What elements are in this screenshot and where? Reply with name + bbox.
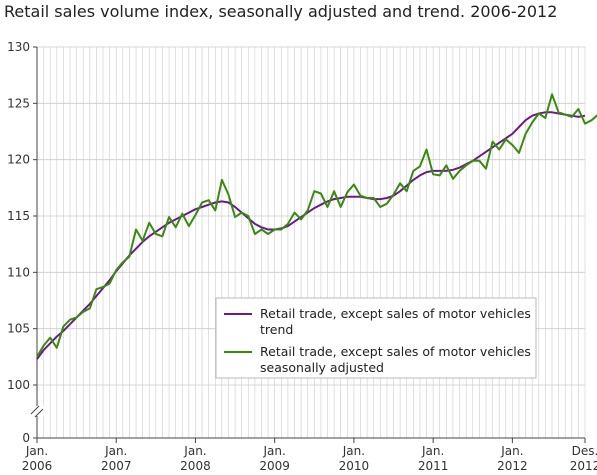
x-tick-label-year: 2007 <box>101 459 132 473</box>
x-tick-label-year: 2009 <box>259 459 290 473</box>
x-tick-label-month: Des. <box>572 444 597 458</box>
x-tick-label-month: Jan. <box>263 444 286 458</box>
x-tick-label-month: Jan. <box>500 444 523 458</box>
series-line-seasonally-adjusted <box>36 93 597 358</box>
legend-label: seasonally adjusted <box>260 360 384 375</box>
axis-break-mark <box>30 405 40 415</box>
y-tick-label: 0 <box>22 431 30 445</box>
tick-labels: 0100105110115120125130Jan.2006Jan.2007Ja… <box>7 40 597 473</box>
y-tick-label: 125 <box>7 96 30 110</box>
y-tick-label: 130 <box>7 40 30 54</box>
axis-break-mark <box>34 408 44 418</box>
y-tick-label: 115 <box>7 209 30 223</box>
series-lines <box>36 93 597 360</box>
legend-label: trend <box>260 322 293 337</box>
y-tick-label: 100 <box>7 378 30 392</box>
x-tick-label-year: 2011 <box>418 459 449 473</box>
x-tick-label-year: 2012 <box>497 459 528 473</box>
axes <box>30 46 586 443</box>
x-tick-label-month: Jan. <box>183 444 206 458</box>
x-tick-label-month: Jan. <box>421 444 444 458</box>
legend-box <box>215 297 537 379</box>
x-tick-label-year: 2010 <box>339 459 370 473</box>
legend: Retail trade, except sales of motor vehi… <box>215 297 537 379</box>
grid <box>36 46 586 438</box>
chart-title: Retail sales volume index, seasonally ad… <box>4 2 558 21</box>
legend-label: Retail trade, except sales of motor vehi… <box>260 306 531 321</box>
x-tick-label-month: Jan. <box>104 444 127 458</box>
y-tick-label: 110 <box>7 265 30 279</box>
x-tick-label-year: 2008 <box>180 459 211 473</box>
x-tick-label-year: 2012 <box>570 459 597 473</box>
axis-break-mask <box>30 406 44 416</box>
y-tick-label: 105 <box>7 322 30 336</box>
x-tick-label-month: Jan. <box>25 444 48 458</box>
y-tick-label: 120 <box>7 153 30 167</box>
x-tick-label-year: 2006 <box>22 459 53 473</box>
legend-label: Retail trade, except sales of motor vehi… <box>260 344 531 359</box>
x-tick-label-month: Jan. <box>342 444 365 458</box>
